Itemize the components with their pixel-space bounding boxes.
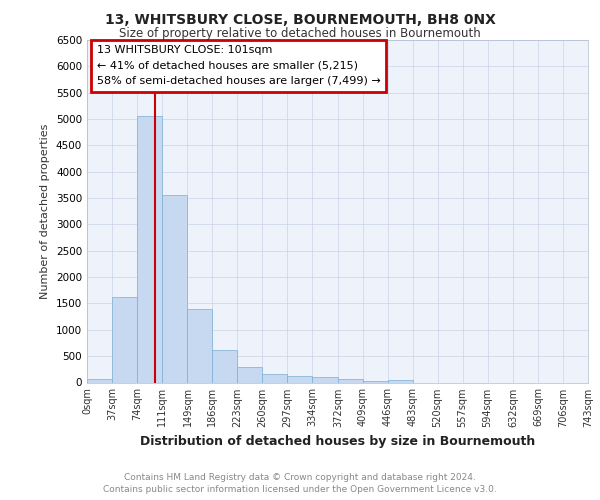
Bar (287, 376, 312, 382)
X-axis label: Distribution of detached houses by size in Bournemouth: Distribution of detached houses by size … (140, 435, 535, 448)
Text: Contains HM Land Registry data © Crown copyright and database right 2024.
Contai: Contains HM Land Registry data © Crown c… (103, 472, 497, 494)
Text: 13 WHITSBURY CLOSE: 101sqm
← 41% of detached houses are smaller (5,215)
58% of s: 13 WHITSBURY CLOSE: 101sqm ← 41% of deta… (97, 45, 381, 86)
Bar (187, 308, 212, 382)
Bar (388, 380, 413, 382)
Text: Size of property relative to detached houses in Bournemouth: Size of property relative to detached ho… (119, 28, 481, 40)
Text: 13, WHITSBURY CLOSE, BOURNEMOUTH, BH8 0NX: 13, WHITSBURY CLOSE, BOURNEMOUTH, BH8 0N… (104, 12, 496, 26)
Bar (363, 381, 388, 382)
Bar (238, 366, 262, 382)
Bar (112, 297, 137, 382)
Bar (312, 377, 338, 382)
Y-axis label: Number of detached properties: Number of detached properties (40, 124, 50, 299)
Bar (338, 380, 363, 382)
Bar (162, 195, 187, 382)
Bar (87, 379, 112, 382)
Bar (137, 116, 162, 382)
Bar (262, 374, 287, 382)
Bar (212, 350, 238, 382)
